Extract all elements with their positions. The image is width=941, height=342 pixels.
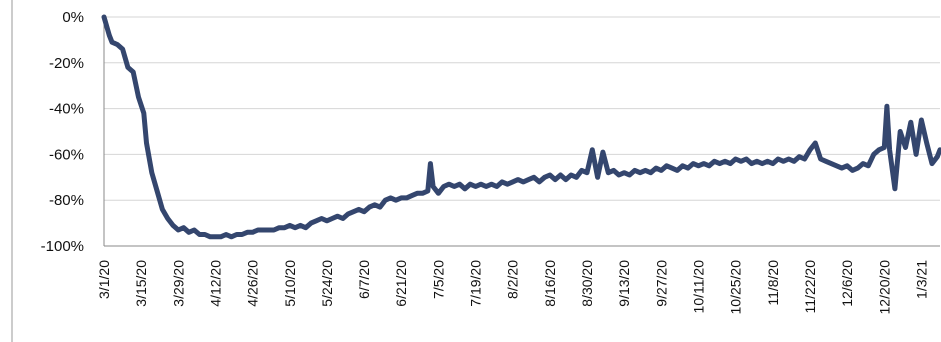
x-tick-label: 7/19/20	[468, 260, 484, 307]
x-tick-label: 11/8/20	[765, 260, 781, 306]
x-tick-label: 6/7/20	[356, 260, 372, 299]
x-tick-label: 11/22/20	[802, 260, 818, 314]
x-tick-label: 8/16/20	[542, 260, 558, 307]
x-tick-label: 8/2/20	[505, 260, 521, 299]
x-tick-label: 10/11/20	[690, 260, 706, 314]
x-tick-label: 4/26/20	[245, 260, 261, 307]
x-tick-label: 1/3/21	[913, 260, 929, 299]
x-tick-label: 3/29/20	[170, 260, 186, 307]
x-tick-label: 12/20/20	[876, 260, 892, 315]
x-tick-label: 12/6/20	[839, 260, 855, 307]
y-tick-label: 0%	[62, 9, 84, 26]
x-tick-label: 5/10/20	[282, 260, 298, 307]
x-tick-label: 9/13/20	[616, 260, 632, 307]
y-tick-label: -80%	[49, 192, 84, 209]
x-tick-label: 4/12/20	[207, 260, 223, 307]
y-tick-label: -60%	[49, 146, 84, 163]
y-tick-label: -100%	[41, 238, 84, 255]
y-tick-label: -40%	[49, 101, 84, 118]
x-tick-label: 9/27/20	[653, 260, 669, 307]
x-tick-label: 10/25/20	[728, 260, 744, 315]
x-tick-label: 6/21/20	[393, 260, 409, 307]
x-tick-label: 3/15/20	[133, 260, 149, 307]
x-tick-label: 3/1/20	[96, 260, 112, 299]
x-tick-label: 8/30/20	[579, 260, 595, 307]
x-tick-label: 7/5/20	[430, 260, 446, 299]
series-line	[101, 14, 941, 240]
y-tick-label: -20%	[49, 55, 84, 72]
x-tick-label: 5/24/20	[319, 260, 335, 307]
